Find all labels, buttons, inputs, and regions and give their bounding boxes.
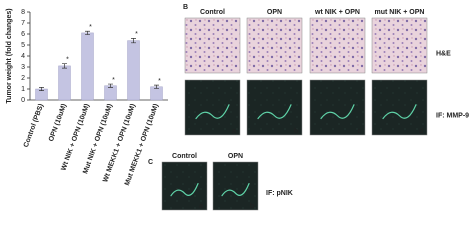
error-bar [85, 30, 90, 35]
y-tick-label: 3 [21, 64, 25, 71]
error-bar [154, 84, 159, 89]
y-tick-label: 7 [21, 20, 25, 27]
fluorescence-signal [221, 183, 250, 197]
y-tick-label: 4 [21, 53, 25, 60]
y-tick-label: 8 [21, 9, 25, 16]
fluorescence-signal [320, 104, 355, 120]
significance-mark: * [112, 77, 115, 84]
x-tick-label: OPN (10uM) [48, 103, 68, 143]
he-micrograph [246, 17, 303, 74]
fluorescence-signal [257, 104, 292, 120]
bar-chart: Tumor weight (fold changes) 0 1 2 3 4 5 6 7 8 Cont… [6, 8, 168, 187]
he-micrograph [371, 17, 428, 74]
column-header: wt NIK + OPN [314, 9, 360, 16]
image-label: d [419, 128, 423, 135]
error-bar [39, 87, 44, 91]
significance-mark: * [135, 31, 138, 38]
significance-mark: * [158, 78, 161, 85]
row-label: IF: pNIK [266, 190, 293, 197]
bar [81, 32, 94, 101]
if-micrograph [246, 79, 303, 136]
micrograph-panels: B Control OPN wt NIK + OPN mut NIK + OPN H&E I… [148, 4, 469, 211]
y-tick-label: 6 [21, 31, 25, 38]
if-micrograph [161, 161, 208, 211]
image-label: a [199, 203, 203, 210]
fluorescence-signal [195, 104, 230, 120]
error-bar [62, 63, 67, 69]
panel-label: B [183, 4, 188, 11]
he-micrograph [184, 17, 241, 74]
y-tick-label: 0 [21, 97, 25, 104]
error-bar [108, 83, 113, 88]
fluorescence-signal [382, 104, 417, 120]
bar [104, 85, 117, 101]
column-header: OPN [228, 153, 243, 160]
y-tick-label: 5 [21, 42, 25, 49]
bar [127, 40, 140, 101]
if-micrograph [371, 79, 428, 136]
if-micrograph [309, 79, 366, 136]
column-header: Control [172, 153, 197, 160]
if-micrograph [184, 79, 241, 136]
column-header: OPN [267, 9, 282, 16]
y-axis-title: Tumor weight (fold changes) [6, 8, 13, 103]
column-header: Control [200, 9, 225, 16]
fluorescence-signal [170, 183, 199, 197]
row-label: IF: MMP-9 [436, 113, 469, 120]
image-label: c [358, 128, 362, 135]
significance-mark: * [66, 57, 69, 64]
panel-label: C [148, 159, 153, 166]
if-micrograph [212, 161, 259, 211]
image-label: b [250, 203, 254, 210]
figure: Tumor weight (fold changes) 0 1 2 3 4 5 6 7 8 Cont… [6, 4, 469, 211]
bar [58, 65, 71, 101]
y-tick-label: 1 [21, 86, 25, 93]
x-tick-label: Control (PBS) [23, 103, 45, 149]
image-label: a [232, 128, 236, 135]
y-tick-label: 2 [21, 75, 25, 82]
row-label: H&E [436, 51, 451, 58]
column-header: mut NIK + OPN [375, 9, 425, 16]
significance-mark: * [89, 24, 92, 31]
error-bar [131, 38, 136, 44]
image-label: b [294, 128, 298, 135]
he-micrograph [309, 17, 366, 74]
